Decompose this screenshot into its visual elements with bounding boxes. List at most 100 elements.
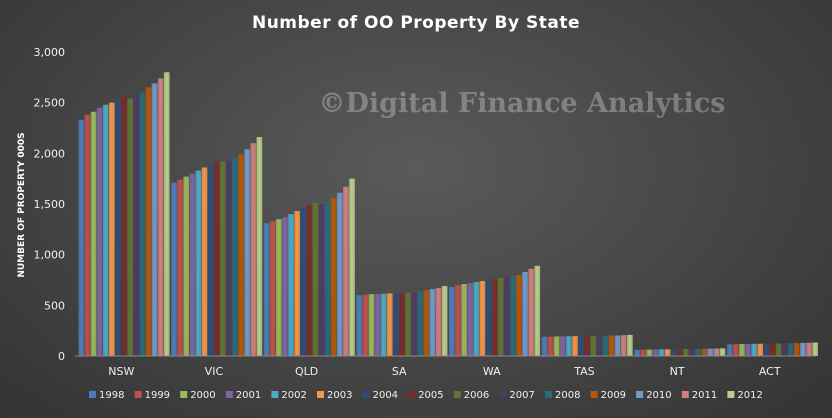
bar-wa-2007 bbox=[503, 276, 510, 356]
bar-nsw-1998 bbox=[78, 119, 85, 356]
x-tick-label: VIC bbox=[205, 365, 224, 378]
bar-tas-2000 bbox=[553, 336, 560, 356]
legend-label: 2012 bbox=[737, 390, 762, 401]
bar-nt-2000 bbox=[646, 349, 653, 356]
bar-wa-2009 bbox=[516, 274, 522, 356]
bar-qld-2010 bbox=[336, 192, 343, 356]
x-tick-label: TAS bbox=[573, 365, 594, 378]
bar-nt-1999 bbox=[640, 349, 647, 356]
bar-act-2007 bbox=[781, 343, 788, 356]
bar-wa-1998 bbox=[449, 287, 455, 356]
bar-sa-2007 bbox=[411, 292, 417, 356]
bar-sa-2006 bbox=[405, 292, 411, 356]
bar-vic-2005 bbox=[213, 162, 220, 356]
bar-vic-2009 bbox=[238, 154, 244, 356]
x-tick-label: QLD bbox=[295, 365, 318, 378]
legend-swatch bbox=[134, 391, 142, 398]
legend-label: 2006 bbox=[464, 390, 489, 401]
bar-vic-2006 bbox=[219, 161, 226, 356]
bar-vic-2000 bbox=[183, 176, 190, 356]
legend-swatch bbox=[499, 391, 507, 398]
bar-wa-2004 bbox=[485, 280, 492, 356]
y-tick-label: 0 bbox=[58, 350, 65, 363]
bar-tas-2002 bbox=[566, 336, 572, 356]
bar-qld-2009 bbox=[330, 197, 337, 356]
bar-tas-2010 bbox=[614, 335, 621, 356]
bar-qld-2004 bbox=[300, 208, 307, 356]
bar-act-2012 bbox=[812, 342, 818, 356]
y-tick-label: 3,000 bbox=[34, 46, 66, 59]
bar-wa-2012 bbox=[534, 265, 541, 356]
bar-tas-2003 bbox=[572, 336, 578, 356]
legend-label: 2003 bbox=[327, 390, 352, 401]
bar-nsw-2012 bbox=[163, 72, 170, 357]
bar-vic-2007 bbox=[226, 160, 232, 356]
legend-label: 2004 bbox=[373, 390, 398, 401]
legend-swatch bbox=[317, 391, 324, 398]
bar-nsw-2005 bbox=[121, 95, 127, 356]
x-tick-label: SA bbox=[392, 365, 407, 378]
x-tick-label: ACT bbox=[759, 365, 781, 378]
bar-wa-1999 bbox=[455, 285, 461, 356]
legend-swatch bbox=[180, 391, 188, 398]
bar-wa-2001 bbox=[467, 283, 473, 356]
bar-tas-2011 bbox=[620, 335, 627, 356]
bar-act-2008 bbox=[787, 343, 794, 356]
bar-nt-2007 bbox=[689, 348, 695, 356]
bar-act-2002 bbox=[751, 343, 757, 356]
bar-qld-2003 bbox=[294, 211, 300, 356]
bar-act-2010 bbox=[800, 342, 806, 356]
legend-label: 2011 bbox=[692, 390, 717, 401]
bar-wa-2005 bbox=[491, 278, 498, 356]
bar-qld-2006 bbox=[312, 202, 319, 356]
bar-nt-2003 bbox=[664, 349, 671, 356]
legend-label: 2010 bbox=[646, 390, 671, 401]
legend-label: 2002 bbox=[281, 390, 306, 401]
bar-nsw-2008 bbox=[139, 92, 146, 356]
legend-swatch bbox=[271, 391, 279, 398]
bar-sa-2004 bbox=[392, 293, 399, 356]
bar-nt-2008 bbox=[695, 348, 701, 356]
bar-tas-2004 bbox=[578, 336, 584, 356]
bar-wa-2000 bbox=[461, 284, 467, 356]
legend-swatch bbox=[89, 391, 96, 398]
bar-qld-2002 bbox=[288, 214, 294, 356]
bar-qld-2005 bbox=[306, 205, 313, 356]
bar-qld-2012 bbox=[349, 178, 355, 356]
bar-nsw-2001 bbox=[96, 107, 103, 356]
y-axis-label: NUMBER OF PROPERTY 000S bbox=[17, 132, 27, 277]
bar-qld-2008 bbox=[324, 201, 331, 356]
bar-tas-2008 bbox=[602, 335, 609, 356]
legend-swatch bbox=[590, 391, 598, 398]
bar-vic-2012 bbox=[256, 137, 263, 356]
legend-swatch bbox=[225, 391, 233, 398]
legend-swatch bbox=[545, 391, 552, 398]
x-tick-label: NT bbox=[670, 365, 685, 378]
bar-qld-2011 bbox=[343, 186, 349, 356]
watermark: ©Digital Finance Analytics bbox=[318, 88, 725, 119]
bar-nt-1998 bbox=[634, 349, 640, 356]
bar-tas-2012 bbox=[627, 334, 633, 356]
bar-sa-1998 bbox=[356, 295, 363, 356]
legend-swatch bbox=[681, 391, 689, 398]
y-tick-label: 500 bbox=[44, 299, 65, 312]
bar-sa-2005 bbox=[399, 292, 405, 356]
bar-act-2001 bbox=[745, 343, 751, 356]
bar-wa-2002 bbox=[473, 282, 480, 356]
bar-tas-1998 bbox=[541, 336, 548, 356]
bar-tas-2009 bbox=[608, 335, 615, 356]
bar-nt-2002 bbox=[658, 349, 665, 356]
bar-act-2003 bbox=[757, 343, 764, 356]
y-tick-label: 1,500 bbox=[34, 198, 66, 211]
bar-nsw-2002 bbox=[102, 104, 109, 356]
bar-nt-2009 bbox=[701, 348, 708, 356]
bar-sa-2000 bbox=[368, 294, 375, 356]
legend-label: 2007 bbox=[509, 390, 534, 401]
legend-label: 2000 bbox=[190, 390, 215, 401]
bar-act-2006 bbox=[775, 343, 782, 356]
bar-nt-2006 bbox=[683, 349, 689, 356]
bar-vic-2002 bbox=[195, 170, 202, 356]
bar-vic-1999 bbox=[177, 179, 183, 356]
bar-nsw-2010 bbox=[151, 83, 158, 356]
